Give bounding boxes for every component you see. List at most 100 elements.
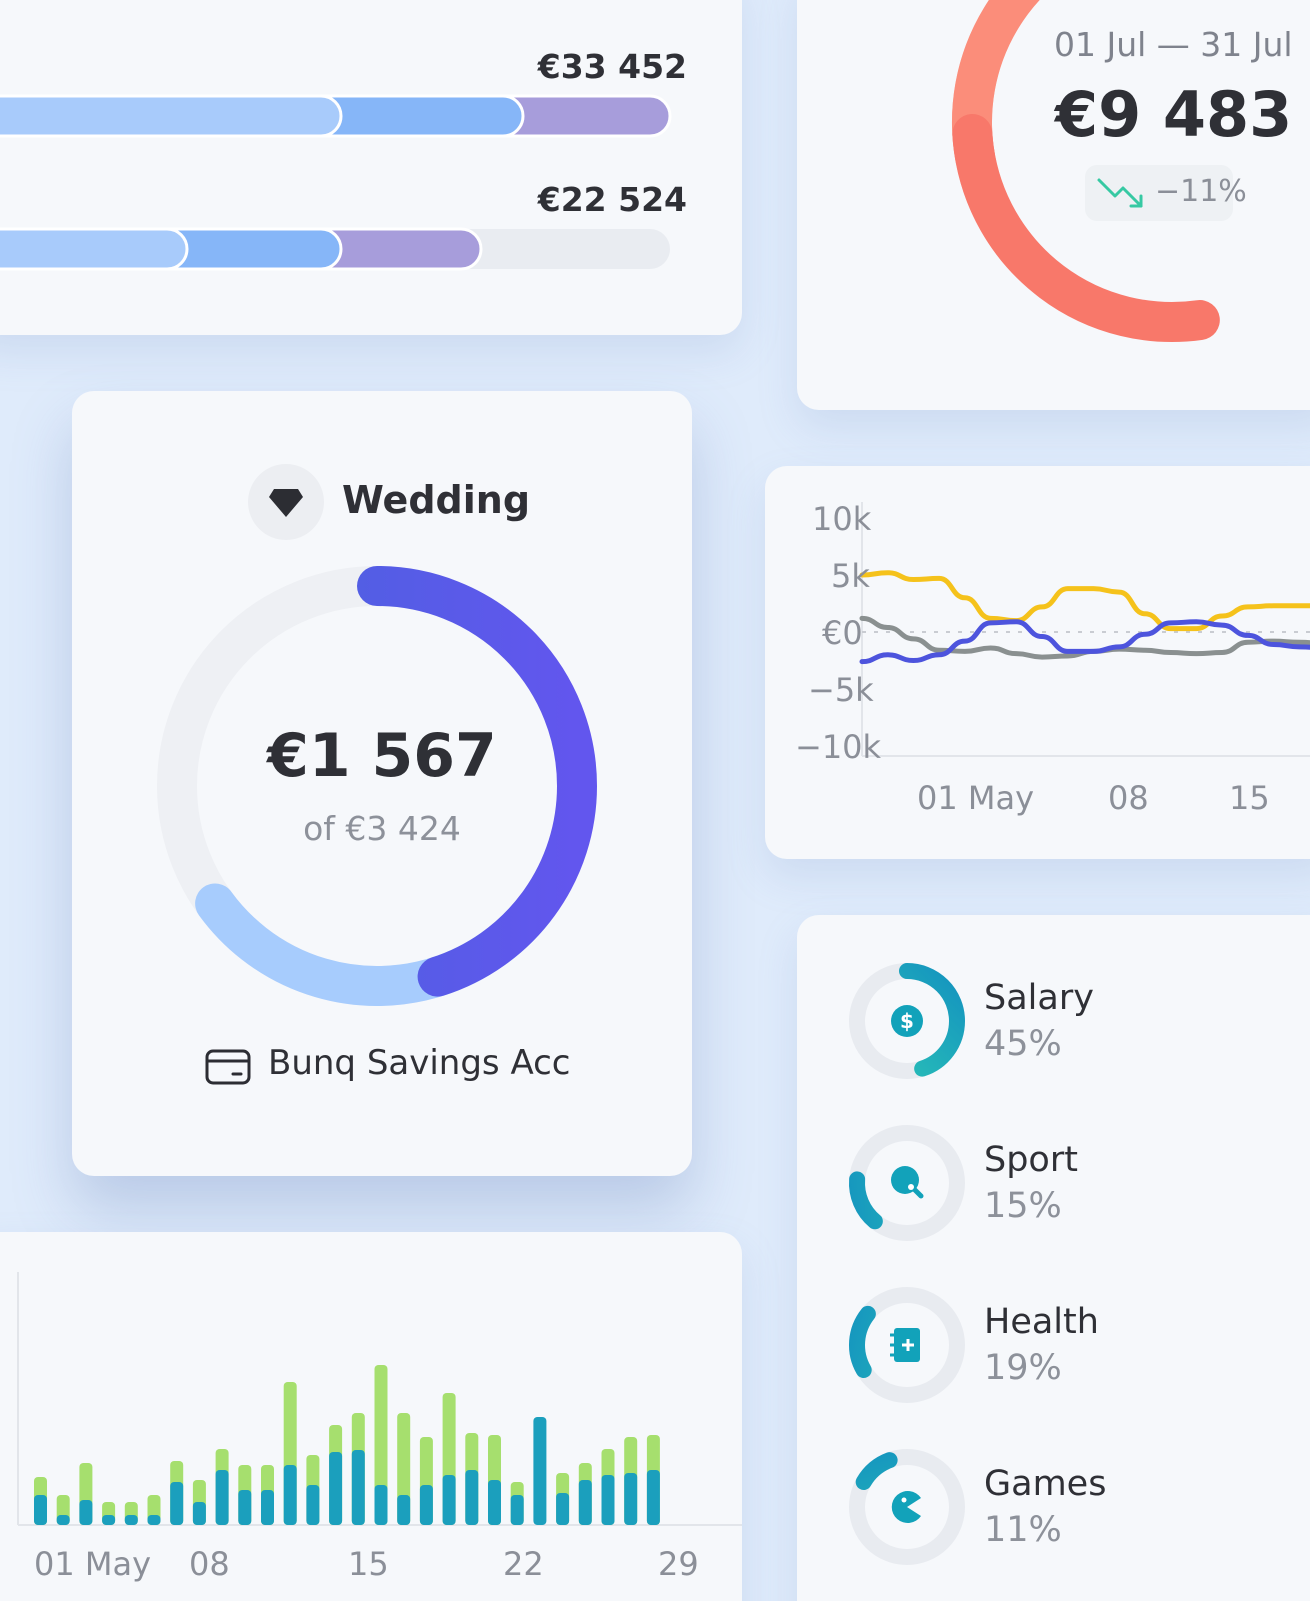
bar-teal xyxy=(397,1495,411,1525)
bar-teal xyxy=(601,1475,615,1525)
category-ring-progress xyxy=(849,1449,965,1565)
row-1-amount: €33 452 xyxy=(537,47,687,86)
goal-title: Wedding xyxy=(342,478,531,522)
goal-card[interactable]: Wedding €1 567 of €3 424 Bunq Savings Ac… xyxy=(72,391,692,1176)
change-badge: −11% xyxy=(1085,165,1247,221)
category-percent: 11% xyxy=(984,1510,1062,1550)
progress-bar-2 xyxy=(0,227,670,271)
goal-amount: €1 567 xyxy=(267,721,497,791)
category-ring xyxy=(849,1287,965,1403)
dollar-icon: $ xyxy=(891,1005,923,1037)
bar-teal xyxy=(578,1480,592,1525)
category-percent: 45% xyxy=(984,1024,1062,1064)
bar-teal xyxy=(488,1480,501,1525)
x-tick: 15 xyxy=(348,1545,389,1583)
x-tick: 08 xyxy=(1108,779,1149,817)
bar-teal xyxy=(510,1495,524,1525)
medical-book-icon xyxy=(890,1328,920,1362)
bar-teal xyxy=(306,1485,320,1525)
category-name: Sport xyxy=(984,1140,1078,1180)
category-ring-progress xyxy=(849,1125,965,1241)
goal-donut xyxy=(156,566,597,1006)
bar-chart-card: 01 May 08 15 22 29 xyxy=(0,1232,742,1601)
bar-teal xyxy=(147,1515,161,1525)
svg-text:$: $ xyxy=(900,1009,914,1033)
x-tick: 29 xyxy=(658,1545,699,1583)
progress-bar-1 xyxy=(0,94,672,138)
wallet-icon xyxy=(205,1049,251,1085)
bar-teal xyxy=(102,1515,116,1525)
category-item[interactable]: Health 19% xyxy=(844,1282,1304,1412)
bar-teal xyxy=(79,1500,93,1525)
bar-teal xyxy=(192,1502,206,1525)
trend-down-icon xyxy=(1097,178,1143,208)
y-tick: 5k xyxy=(831,557,870,595)
line-series-1 xyxy=(859,570,1310,632)
x-tick: 01 May xyxy=(34,1545,152,1583)
bar-teal xyxy=(238,1490,252,1525)
bar-teal xyxy=(283,1465,297,1525)
bar-teal xyxy=(261,1490,274,1525)
goal-donut-progress xyxy=(157,566,597,1006)
period-donut xyxy=(952,0,1310,342)
bar-teal xyxy=(465,1470,479,1525)
bar-teal xyxy=(329,1452,343,1525)
goal-target: of €3 424 xyxy=(303,809,461,848)
bar-teal xyxy=(556,1493,570,1525)
category-percent: 19% xyxy=(984,1348,1062,1388)
period-donut-segment-3 xyxy=(952,0,1310,342)
bar-teal xyxy=(646,1470,660,1525)
progress-segment xyxy=(0,94,343,138)
bar-teal xyxy=(124,1515,138,1525)
category-percent: 15% xyxy=(984,1186,1062,1226)
progress-bars-card: €33 452 €22 524 xyxy=(0,0,742,335)
line-chart-card: 10k 5k €0 −5k −10k 01 May 08 15 xyxy=(765,466,1310,859)
x-tick: 15 xyxy=(1229,779,1270,817)
y-tick: €0 xyxy=(822,614,863,652)
bar-teal xyxy=(624,1473,638,1525)
bar-teal xyxy=(351,1450,365,1525)
bar-chart xyxy=(17,1272,742,1526)
categories-card: $ Salary 45% Sport 15% Health 19% Games 11% xyxy=(797,915,1310,1601)
ping-pong-icon xyxy=(891,1166,924,1199)
diamond-icon-badge xyxy=(248,464,324,540)
progress-segment xyxy=(0,227,189,271)
bar-teal xyxy=(215,1470,229,1525)
category-ring-track xyxy=(849,1449,965,1565)
x-tick: 22 xyxy=(503,1545,544,1583)
bar-teal xyxy=(34,1495,47,1525)
bar-teal xyxy=(419,1485,433,1525)
category-ring-progress xyxy=(849,1287,965,1403)
change-value: −11% xyxy=(1155,174,1247,209)
bar-teal xyxy=(170,1482,184,1525)
category-name: Salary xyxy=(984,978,1094,1018)
category-item[interactable]: Games 11% xyxy=(844,1444,1304,1574)
period-summary-card: 01 Jul — 31 Jul €9 483 −11% xyxy=(797,0,1310,410)
category-ring: $ xyxy=(849,963,965,1079)
period-amount: €9 483 xyxy=(1055,78,1293,151)
date-range: 01 Jul — 31 Jul xyxy=(1054,25,1293,64)
category-item[interactable]: $ Salary 45% xyxy=(844,958,1304,1088)
account-name: Bunq Savings Acc xyxy=(268,1043,571,1083)
category-item[interactable]: Sport 15% xyxy=(844,1120,1304,1250)
category-ring-progress xyxy=(849,963,965,1079)
y-tick: −10k xyxy=(795,728,882,766)
y-tick: 10k xyxy=(812,500,872,538)
bar-teal xyxy=(56,1515,70,1525)
x-tick: 01 May xyxy=(917,779,1035,817)
bar-teal xyxy=(374,1485,388,1525)
line-chart xyxy=(859,502,1310,757)
bar-green xyxy=(374,1365,388,1525)
x-tick: 08 xyxy=(189,1545,230,1583)
diamond-icon xyxy=(269,489,303,517)
bar-teal xyxy=(442,1475,456,1525)
y-tick: −5k xyxy=(808,671,874,709)
row-2-amount: €22 524 xyxy=(537,180,687,219)
bar-teal xyxy=(533,1417,547,1525)
category-name: Games xyxy=(984,1464,1107,1504)
category-ring xyxy=(849,1125,965,1241)
pacman-icon xyxy=(891,1491,921,1523)
line-series-3 xyxy=(859,619,1310,665)
category-ring xyxy=(849,1449,965,1565)
